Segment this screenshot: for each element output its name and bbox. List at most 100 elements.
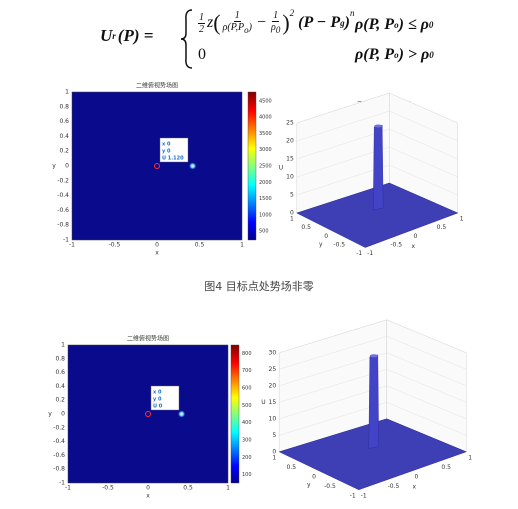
coef-num: 1 <box>198 11 205 24</box>
datatip-text: x 0 <box>162 142 171 148</box>
rho0-frac: 1 ρ0 <box>271 10 280 36</box>
panel-title: 二维俯视势场图 <box>127 335 169 343</box>
surface <box>296 182 459 248</box>
lhs-arg: (P) = <box>117 26 154 45</box>
x-tick-label: -0.5 <box>102 485 114 492</box>
z-tick-label: 20 <box>286 138 294 145</box>
minus: − <box>256 14 266 31</box>
spike-top <box>374 124 383 128</box>
y-label: y <box>52 163 56 170</box>
colorbar-tick-label: 1500 <box>259 196 272 202</box>
colorbar-tick-label: 4000 <box>259 115 272 121</box>
tail-sub: g <box>340 18 345 28</box>
goal-glow <box>188 162 197 170</box>
y-tick-label: 0.6 <box>55 369 65 376</box>
inner-frac: 1 ρ(P,Po) <box>223 10 252 36</box>
grid-line <box>296 128 458 160</box>
x-label: x <box>412 243 416 250</box>
y-tick-label: 1 <box>290 216 294 223</box>
y-tick-label: -0.2 <box>53 424 65 431</box>
z-tick-label: 10 <box>286 174 294 181</box>
y-tick-label: 0 <box>65 163 69 170</box>
colorbar-tick-label: 500 <box>242 403 252 409</box>
z-tick-label: 10 <box>269 415 277 422</box>
cond: ρ(P, P <box>355 16 395 33</box>
y-tick-label: 0.6 <box>59 118 69 125</box>
x-tick-label: -0.5 <box>390 241 402 248</box>
colorbar-tick-label: 2500 <box>259 164 272 170</box>
colorbar-tick-label: 1000 <box>259 212 272 218</box>
colorbar-tick-label: 200 <box>242 455 252 461</box>
y-tick-label: -0.5 <box>333 241 345 248</box>
z-tick-label: 20 <box>269 382 277 389</box>
tail-end: ) <box>344 14 350 31</box>
x-tick-label: 1 <box>240 242 244 249</box>
grid-line <box>279 336 467 370</box>
z-tick-label: 0 <box>290 210 294 217</box>
y-tick-label: 0.4 <box>59 133 69 140</box>
colorbar-tick-label: 700 <box>242 368 252 374</box>
x-tick-label: -1 <box>367 250 373 257</box>
spike <box>368 354 380 449</box>
datatip-box <box>150 385 180 411</box>
grid-line <box>279 402 467 436</box>
cond-end-sub: 0 <box>429 50 434 60</box>
spike-top <box>369 354 378 358</box>
y-tick-label: -1 <box>59 480 65 487</box>
z-tick-label: 0 <box>272 448 276 455</box>
tail-exp: n <box>349 8 355 18</box>
y-tick-label: -1 <box>350 492 356 499</box>
y-tick-label: -1 <box>63 237 69 244</box>
cond-end: ) ≤ ρ <box>398 16 429 33</box>
x-tick-label: 0 <box>415 473 419 480</box>
y-tick-label: 0.8 <box>59 103 69 110</box>
colorbar-tick-label: 600 <box>242 385 252 391</box>
y-tick-label: 0.2 <box>59 148 69 155</box>
rho0-den: ρ <box>271 22 276 33</box>
datatip-text: U 0 <box>153 404 163 410</box>
z-tick-label: 30 <box>269 349 277 356</box>
z-tick-label: 5 <box>272 432 276 439</box>
lhs-sub: r <box>112 31 116 41</box>
y-tick-label: 1 <box>272 454 276 461</box>
cond-sub: o <box>394 20 399 30</box>
colorbar-tick-label: 500 <box>259 229 269 235</box>
datatip-text: y 0 <box>153 397 162 403</box>
x-tick-label: 0 <box>155 242 159 249</box>
y-label: y <box>319 241 323 248</box>
y-tick-label: 0.5 <box>301 224 311 231</box>
grid-line <box>279 385 467 419</box>
datatip-text: U 1.120 <box>162 156 184 162</box>
start-marker <box>145 411 151 417</box>
y-label: y <box>48 411 52 418</box>
brace <box>180 9 193 69</box>
z-tick-label: 25 <box>269 366 277 373</box>
x-tick-label: -0.5 <box>109 242 121 249</box>
case2-value: 0 <box>198 46 206 63</box>
x-tick-label: 0.5 <box>183 485 193 492</box>
colorbar-tick-label: 4500 <box>259 98 272 104</box>
inner-den-end: ) <box>248 22 252 33</box>
z: z <box>207 14 214 31</box>
caption: 图4 目标点处势场非零 <box>204 279 314 293</box>
datatip-text: x 0 <box>153 390 162 396</box>
y-tick-label: -0.4 <box>57 192 69 199</box>
datatip-box <box>159 137 189 163</box>
x-label: x <box>146 493 150 500</box>
y-tick-label: 0.8 <box>55 355 65 362</box>
x-label: x <box>413 483 417 490</box>
grid-line <box>279 319 467 353</box>
colorbar-tick-label: 2000 <box>259 180 272 186</box>
inner-den: ρ(P,P <box>222 22 245 33</box>
y-tick-label: -0.5 <box>324 483 336 490</box>
heatmap <box>71 91 243 241</box>
start-marker <box>154 163 160 169</box>
cond-sub: o <box>394 50 399 60</box>
grid-line <box>279 352 467 386</box>
cond: ρ(P, P <box>355 46 395 63</box>
y-tick-label: 0.4 <box>55 383 65 390</box>
